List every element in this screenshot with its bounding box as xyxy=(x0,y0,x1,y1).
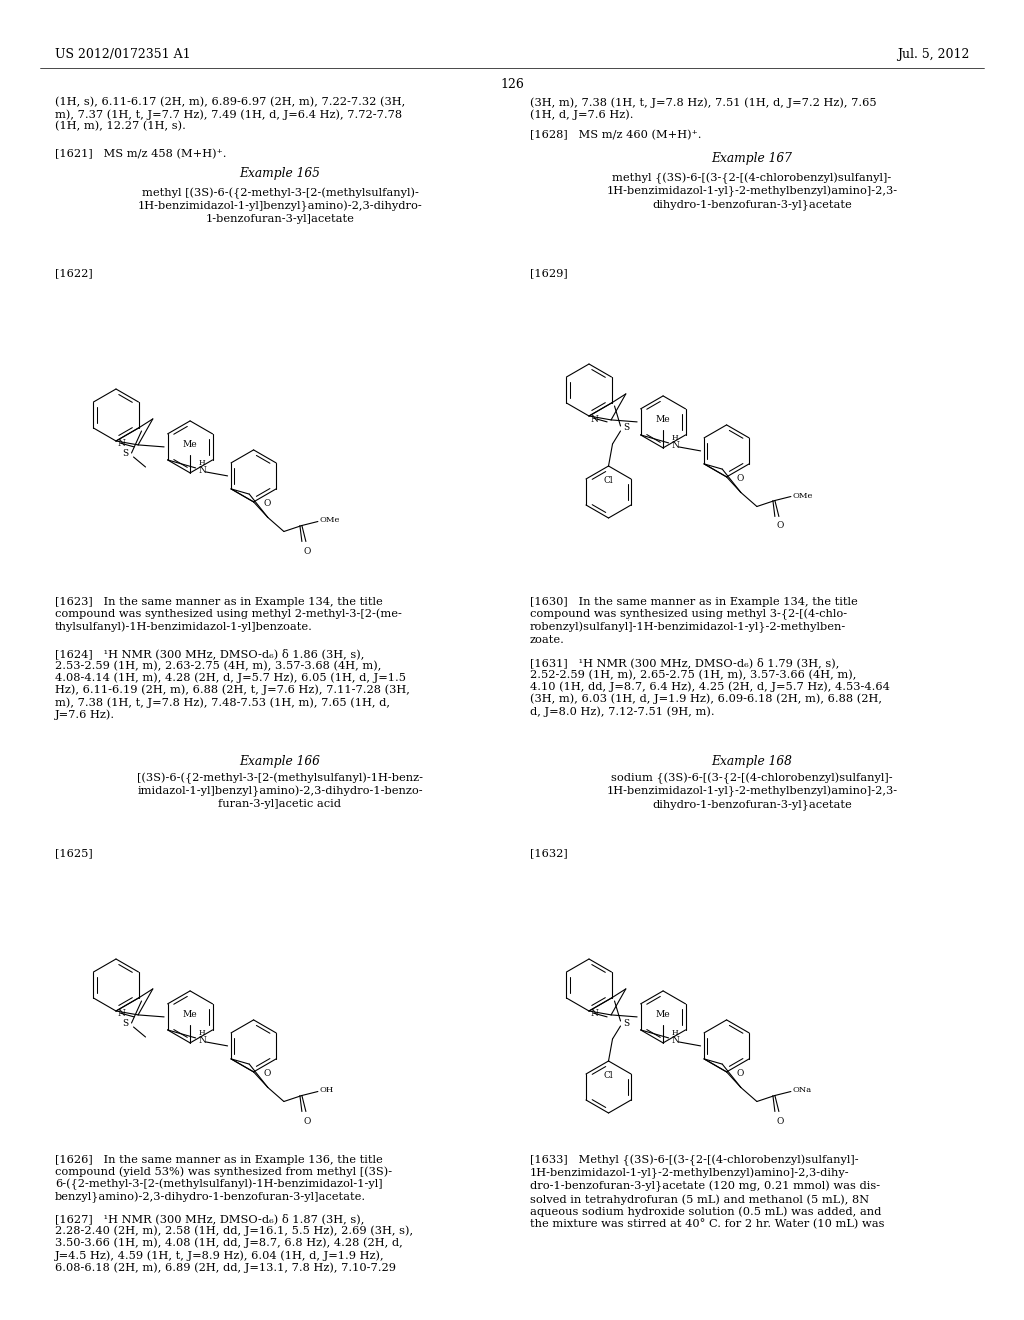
Text: N: N xyxy=(672,1036,680,1045)
Text: Me: Me xyxy=(183,1010,198,1019)
Text: Me: Me xyxy=(183,440,198,449)
Text: H: H xyxy=(199,1028,205,1038)
Text: OH: OH xyxy=(319,1086,334,1094)
Text: Example 167: Example 167 xyxy=(712,152,793,165)
Text: N: N xyxy=(117,1010,125,1019)
Text: S: S xyxy=(123,450,129,458)
Text: (3H, m), 7.38 (1H, t, J=7.8 Hz), 7.51 (1H, d, J=7.2 Hz), 7.65
(1H, d, J=7.6 Hz).: (3H, m), 7.38 (1H, t, J=7.8 Hz), 7.51 (1… xyxy=(530,96,877,120)
Text: N: N xyxy=(590,414,598,424)
Text: [1627]   ¹H NMR (300 MHz, DMSO-d₆) δ 1.87 (3H, s),
2.28-2.40 (2H, m), 2.58 (1H, : [1627] ¹H NMR (300 MHz, DMSO-d₆) δ 1.87 … xyxy=(55,1213,413,1272)
Text: N: N xyxy=(117,440,125,449)
Text: [(3S)-6-({2-methyl-3-[2-(methylsulfanyl)-1H-benz-
imidazol-1-yl]benzyl}amino)-2,: [(3S)-6-({2-methyl-3-[2-(methylsulfanyl)… xyxy=(137,774,423,809)
Text: H: H xyxy=(199,459,205,467)
Text: [1632]: [1632] xyxy=(530,847,567,858)
Text: [1622]: [1622] xyxy=(55,268,93,279)
Text: N: N xyxy=(199,1036,207,1045)
Text: OMe: OMe xyxy=(319,516,340,524)
Text: Cl: Cl xyxy=(604,1071,613,1080)
Text: S: S xyxy=(624,1019,630,1027)
Text: [1633]   Methyl {(3S)-6-[(3-{2-[(4-chlorobenzyl)sulfanyl]-
1H-benzimidazol-1-yl}: [1633] Methyl {(3S)-6-[(3-{2-[(4-chlorob… xyxy=(530,1155,885,1229)
Text: S: S xyxy=(624,424,630,433)
Text: O: O xyxy=(263,1069,271,1078)
Text: Me: Me xyxy=(655,414,671,424)
Text: Jul. 5, 2012: Jul. 5, 2012 xyxy=(897,48,969,61)
Text: Cl: Cl xyxy=(604,477,613,484)
Text: N: N xyxy=(199,466,207,475)
Text: O: O xyxy=(736,1069,744,1078)
Text: [1621]   MS m/z 458 (M+H)⁺.: [1621] MS m/z 458 (M+H)⁺. xyxy=(55,149,226,160)
Text: [1624]   ¹H NMR (300 MHz, DMSO-d₆) δ 1.86 (3H, s),
2.53-2.59 (1H, m), 2.63-2.75 : [1624] ¹H NMR (300 MHz, DMSO-d₆) δ 1.86 … xyxy=(55,648,410,719)
Text: Example 166: Example 166 xyxy=(240,755,321,768)
Text: O: O xyxy=(263,499,271,508)
Text: methyl {(3S)-6-[(3-{2-[(4-chlorobenzyl)sulfanyl]-
1H-benzimidazol-1-yl}-2-methyl: methyl {(3S)-6-[(3-{2-[(4-chlorobenzyl)s… xyxy=(606,173,898,210)
Text: Example 165: Example 165 xyxy=(240,168,321,180)
Text: 126: 126 xyxy=(500,78,524,91)
Text: [1625]: [1625] xyxy=(55,847,93,858)
Text: N: N xyxy=(590,1010,598,1019)
Text: ONa: ONa xyxy=(793,1086,812,1094)
Text: O: O xyxy=(776,1117,783,1126)
Text: O: O xyxy=(776,521,783,531)
Text: O: O xyxy=(303,1117,310,1126)
Text: (1H, s), 6.11-6.17 (2H, m), 6.89-6.97 (2H, m), 7.22-7.32 (3H,
m), 7.37 (1H, t, J: (1H, s), 6.11-6.17 (2H, m), 6.89-6.97 (2… xyxy=(55,96,406,132)
Text: methyl [(3S)-6-({2-methyl-3-[2-(methylsulfanyl)-
1H-benzimidazol-1-yl]benzyl}ami: methyl [(3S)-6-({2-methyl-3-[2-(methylsu… xyxy=(137,187,422,224)
Text: N: N xyxy=(672,441,680,450)
Text: [1630]   In the same manner as in Example 134, the title
compound was synthesize: [1630] In the same manner as in Example … xyxy=(530,597,858,644)
Text: Me: Me xyxy=(655,1010,671,1019)
Text: [1631]   ¹H NMR (300 MHz, DMSO-d₆) δ 1.79 (3H, s),
2.52-2.59 (1H, m), 2.65-2.75 : [1631] ¹H NMR (300 MHz, DMSO-d₆) δ 1.79 … xyxy=(530,657,890,717)
Text: [1623]   In the same manner as in Example 134, the title
compound was synthesize: [1623] In the same manner as in Example … xyxy=(55,597,401,631)
Text: [1626]   In the same manner as in Example 136, the title
compound (yield 53%) wa: [1626] In the same manner as in Example … xyxy=(55,1155,392,1204)
Text: [1629]: [1629] xyxy=(530,268,567,279)
Text: O: O xyxy=(303,546,310,556)
Text: H: H xyxy=(672,434,678,442)
Text: US 2012/0172351 A1: US 2012/0172351 A1 xyxy=(55,48,190,61)
Text: sodium {(3S)-6-[(3-{2-[(4-chlorobenzyl)sulfanyl]-
1H-benzimidazol-1-yl}-2-methyl: sodium {(3S)-6-[(3-{2-[(4-chlorobenzyl)s… xyxy=(606,774,898,809)
Text: S: S xyxy=(123,1019,129,1028)
Text: H: H xyxy=(672,1028,678,1038)
Text: OMe: OMe xyxy=(793,491,813,499)
Text: Example 168: Example 168 xyxy=(712,755,793,768)
Text: O: O xyxy=(736,474,744,483)
Text: [1628]   MS m/z 460 (M+H)⁺.: [1628] MS m/z 460 (M+H)⁺. xyxy=(530,129,701,140)
